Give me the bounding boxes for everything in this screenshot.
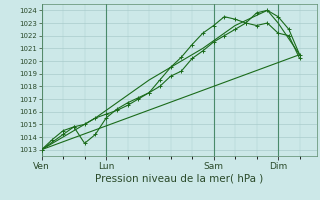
X-axis label: Pression niveau de la mer( hPa ): Pression niveau de la mer( hPa ) [95,173,263,183]
